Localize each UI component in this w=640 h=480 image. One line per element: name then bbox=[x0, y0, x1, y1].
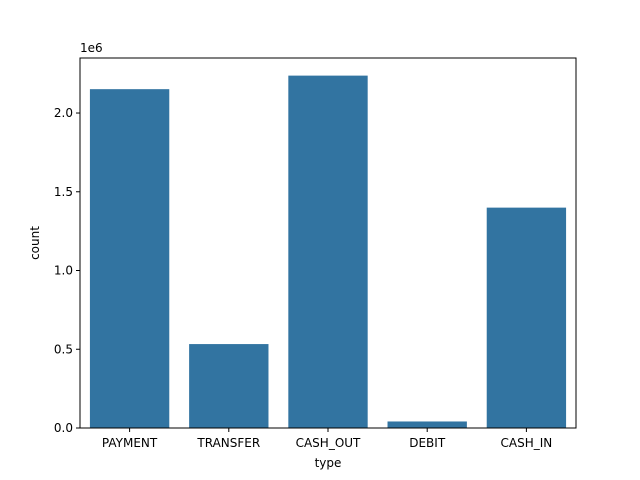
plot-frame bbox=[79, 57, 577, 429]
x-tick-label: PAYMENT bbox=[102, 436, 158, 450]
bar-transfer bbox=[189, 344, 269, 428]
x-tick-label: CASH_OUT bbox=[296, 436, 361, 450]
y-tick-label: 1.0 bbox=[54, 264, 73, 278]
x-tick-label: CASH_IN bbox=[501, 436, 553, 450]
x-axis-label: type bbox=[315, 456, 342, 470]
bar-cash-in bbox=[486, 207, 567, 428]
y-tick-label: 1.5 bbox=[54, 185, 73, 199]
x-tick-label: TRANSFER bbox=[196, 436, 260, 450]
x-axis-ticks: PAYMENT TRANSFER CASH_OUT DEBIT CASH_IN bbox=[102, 428, 552, 450]
y-axis-label: count bbox=[28, 226, 42, 260]
bar-cash-out bbox=[288, 75, 368, 428]
bars-group bbox=[89, 75, 567, 428]
bar-debit bbox=[387, 421, 467, 428]
y-axis-ticks: 0.0 0.5 1.0 1.5 2.0 bbox=[54, 106, 80, 435]
bar-payment bbox=[89, 89, 170, 428]
y-offset-label: 1e6 bbox=[80, 41, 103, 55]
y-tick-label: 0.0 bbox=[54, 421, 73, 435]
x-tick-label: DEBIT bbox=[409, 436, 446, 450]
y-tick-label: 0.5 bbox=[54, 342, 73, 356]
y-tick-label: 2.0 bbox=[54, 106, 73, 120]
